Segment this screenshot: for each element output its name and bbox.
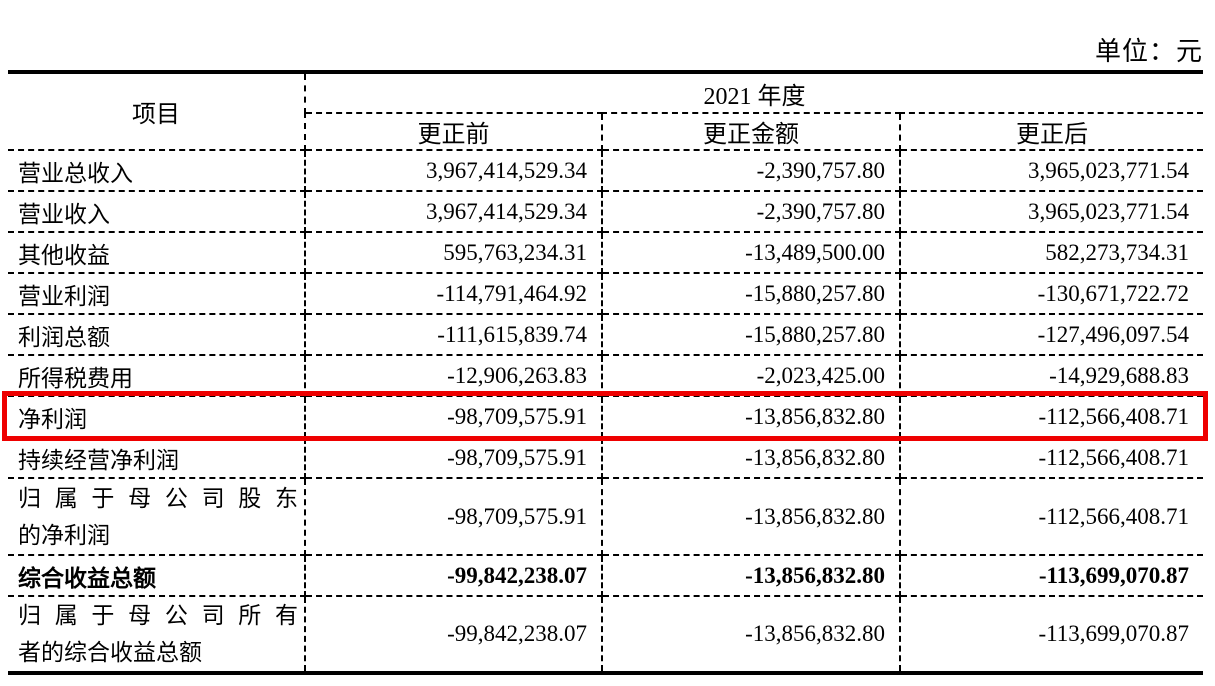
cell-after: -112,566,408.71 <box>898 477 1204 556</box>
row-label-line: 营业利润 <box>18 283 110 309</box>
row-label-line: 营业总收入 <box>18 160 133 186</box>
cell-amount: -2,390,757.80 <box>601 149 901 192</box>
table-row: 综合收益总额 -99,842,238.07 -13,856,832.80 -113,6… <box>8 554 1204 597</box>
cell-before: -99,842,238.07 <box>304 554 603 597</box>
row-label: 营业收入 <box>8 190 306 233</box>
header-row-subcolumns: 更正前 更正金额 更正后 <box>8 112 1204 151</box>
cell-before: -111,615,839.74 <box>304 313 603 356</box>
table-body: 营业总收入 3,967,414,529.34 -2,390,757.80 3,965,… <box>8 149 1204 674</box>
cell-before: 595,763,234.31 <box>304 231 603 274</box>
cell-amount: -13,856,832.80 <box>601 395 901 438</box>
table-row: 营业收入 3,967,414,529.34 -2,390,757.80 3,965,0… <box>8 190 1204 233</box>
cell-after: -112,566,408.71 <box>898 436 1204 479</box>
cell-after: -113,699,070.87 <box>898 554 1204 597</box>
cell-amount: -15,880,257.80 <box>601 313 901 356</box>
row-label-line: 的净利润 <box>18 522 110 548</box>
cell-before: -99,842,238.07 <box>304 595 603 674</box>
table-row: 所得税费用 -12,906,263.83 -2,023,425.00 -14,929,… <box>8 354 1204 397</box>
table-row: 归属于母公司所有 者的综合收益总额 -99,842,238.07 -13,856,83… <box>8 595 1204 674</box>
row-label: 持续经营净利润 <box>8 436 306 479</box>
cell-after: 3,965,023,771.54 <box>898 149 1204 192</box>
cell-after: -14,929,688.83 <box>898 354 1204 397</box>
row-label-line: 持续经营净利润 <box>18 447 179 473</box>
col-header-sub: 更正后 <box>898 112 1204 151</box>
row-label: 营业利润 <box>8 272 306 315</box>
cell-before: 3,967,414,529.34 <box>304 190 603 233</box>
cell-amount: -2,390,757.80 <box>601 190 901 233</box>
row-label: 净利润 <box>8 395 306 438</box>
table-row: 持续经营净利润 -98,709,575.91 -13,856,832.80 -112,… <box>8 436 1204 479</box>
row-label-line: 利润总额 <box>18 324 110 350</box>
cell-after: 3,965,023,771.54 <box>898 190 1204 233</box>
row-label: 营业总收入 <box>8 149 306 192</box>
cell-before: -98,709,575.91 <box>304 436 603 479</box>
cell-amount: -2,023,425.00 <box>601 354 901 397</box>
table-row: 归属于母公司股东 的净利润 -98,709,575.91 -13,856,832.80… <box>8 477 1204 556</box>
cell-after: -130,671,722.72 <box>898 272 1204 315</box>
row-label-line: 营业收入 <box>18 201 110 227</box>
cell-amount: -13,856,832.80 <box>601 595 901 674</box>
col-header-year-group: 2021 年度 <box>303 71 1204 114</box>
correction-table: 项目 2021 年度 更正前 更正金额 更正后 营业总收入 3,967,414,529… <box>8 70 1204 675</box>
cell-before: -12,906,263.83 <box>304 354 603 397</box>
table-row-highlighted: 净利润 -98,709,575.91 -13,856,832.80 -112,566,… <box>8 395 1204 438</box>
cell-before: -98,709,575.91 <box>304 395 603 438</box>
row-label: 归属于母公司股东 的净利润 <box>8 477 306 556</box>
cell-after: 582,273,734.31 <box>898 231 1204 274</box>
cell-amount: -13,856,832.80 <box>601 554 901 597</box>
header-row-year: 项目 2021 年度 <box>8 71 1204 151</box>
table-row: 营业总收入 3,967,414,529.34 -2,390,757.80 3,965,… <box>8 149 1204 192</box>
cell-before: -114,791,464.92 <box>304 272 603 315</box>
cell-after: -112,566,408.71 <box>898 395 1204 438</box>
cell-amount: -13,856,832.80 <box>601 436 901 479</box>
cell-after: -113,699,070.87 <box>898 595 1204 674</box>
table-row: 其他收益 595,763,234.31 -13,489,500.00 582,273,… <box>8 231 1204 274</box>
table-row: 利润总额 -111,615,839.74 -15,880,257.80 -127,49… <box>8 313 1204 356</box>
row-label: 所得税费用 <box>8 354 306 397</box>
row-label-line: 所得税费用 <box>18 365 133 391</box>
unit-label: 单位：元 <box>1094 37 1203 66</box>
cell-amount: -13,856,832.80 <box>601 477 901 556</box>
cell-before: 3,967,414,529.34 <box>304 149 603 192</box>
cell-after: -127,496,097.54 <box>898 313 1204 356</box>
row-label-line: 者的综合收益总额 <box>18 640 202 665</box>
row-label-line: 其他收益 <box>18 242 110 268</box>
row-label-line: 归属于母公司股东 <box>18 485 298 511</box>
row-label: 利润总额 <box>8 313 306 356</box>
cell-amount: -15,880,257.80 <box>601 272 901 315</box>
row-label: 综合收益总额 <box>8 554 306 597</box>
row-label-line: 净利润 <box>18 406 87 432</box>
table-row: 营业利润 -114,791,464.92 -15,880,257.80 -130,67… <box>8 272 1204 315</box>
col-header-sub: 更正金额 <box>601 112 901 151</box>
col-header-item: 项目 <box>8 71 306 151</box>
row-label-line: 归属于母公司所有 <box>18 603 298 628</box>
col-header-sub: 更正前 <box>305 112 603 151</box>
row-label: 归属于母公司所有 者的综合收益总额 <box>8 595 306 674</box>
cell-before: -98,709,575.91 <box>304 477 603 556</box>
row-label-line: 综合收益总额 <box>18 565 156 591</box>
row-label: 其他收益 <box>8 231 306 274</box>
cell-amount: -13,489,500.00 <box>601 231 901 274</box>
